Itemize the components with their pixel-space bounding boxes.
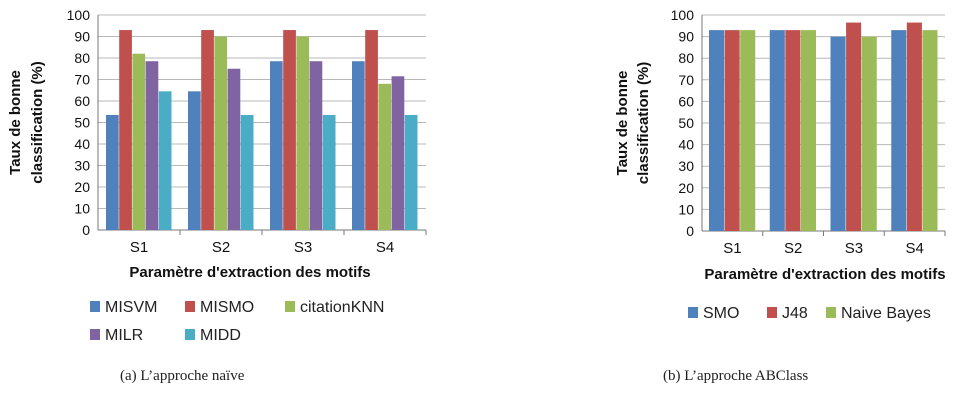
y-tick-label: 60 <box>74 93 90 109</box>
chart-a-caption: (a) L’approche naïve <box>120 368 245 384</box>
legend-swatch-milr <box>90 329 100 340</box>
y-axis-title-line2: classification (%) <box>635 62 652 185</box>
legend-label: MIDD <box>200 327 241 344</box>
y-tick-label: 90 <box>74 29 90 45</box>
chart-b-svg: 0 10 20 30 40 50 60 70 80 90 100 S1 S2 S3 S4 Taux de bo… <box>614 7 946 322</box>
bar-midd-s1 <box>158 91 172 230</box>
y-tick-label: 40 <box>74 136 90 152</box>
legend-label: MISMO <box>200 299 254 316</box>
bar-j48-s1 <box>724 30 740 232</box>
x-category-label: S3 <box>294 239 312 256</box>
y-tick-label: 0 <box>686 223 694 239</box>
bar-j48-s2 <box>785 30 801 232</box>
bar-naive-bayes-s2 <box>800 30 816 232</box>
y-axis-title-line1: Taux de bonne <box>614 71 631 176</box>
legend-swatch-midd <box>185 329 195 340</box>
x-category-label: S4 <box>905 240 923 257</box>
legend-label: MISVM <box>105 299 157 316</box>
x-category-label: S1 <box>723 240 741 257</box>
y-tick-label: 70 <box>678 72 694 88</box>
y-tick-label: 40 <box>678 137 694 153</box>
y-axis-title-line2: classification (%) <box>29 61 46 184</box>
bar-naive-bayes-s4 <box>922 30 938 232</box>
y-tick-label: 20 <box>678 180 694 196</box>
bar-misvm-s3 <box>270 61 283 230</box>
y-tick-label: 0 <box>82 222 90 238</box>
y-tick-label: 80 <box>74 50 90 66</box>
bar-naive-bayes-s1 <box>740 30 756 232</box>
y-tick-label: 60 <box>678 93 694 109</box>
bar-mismo-s4 <box>365 30 378 230</box>
bar-smo-s4 <box>891 30 907 232</box>
y-axis-title-line1: Taux de bonne <box>7 70 24 175</box>
bar-milr-s3 <box>309 61 323 230</box>
legend-swatch-misvm <box>90 301 100 312</box>
legend-label: Naive Bayes <box>841 305 931 322</box>
chart-abclass-approach: 0 10 20 30 40 50 60 70 80 90 100 S1 S2 S3 S4 Taux de bo… <box>600 0 959 394</box>
bar-smo-s2 <box>769 30 785 232</box>
x-category-label: S4 <box>376 239 394 256</box>
bar-midd-s3 <box>322 114 336 230</box>
y-tick-label: 100 <box>67 7 91 23</box>
legend-swatch-smo <box>688 307 698 318</box>
bar-smo-s1 <box>709 30 725 232</box>
x-category-label: S2 <box>212 239 230 256</box>
bar-citationknn-s4 <box>378 83 392 230</box>
y-tick-label: 10 <box>74 201 90 217</box>
x-category-label: S1 <box>130 239 148 256</box>
chart-naive-approach: 0 10 20 30 40 50 60 70 80 90 100 S1 S2 S3 S4 Taux de bo… <box>0 0 460 394</box>
y-tick-label: 20 <box>74 179 90 195</box>
bar-milr-s1 <box>145 61 159 230</box>
chart-a-svg: 0 10 20 30 40 50 60 70 80 90 100 S1 S2 S3 S4 Taux de bo… <box>7 7 427 344</box>
y-tick-label: 30 <box>678 158 694 174</box>
bar-milr-s4 <box>391 76 405 231</box>
y-tick-label: 100 <box>671 7 695 23</box>
bar-citationknn-s3 <box>296 36 310 230</box>
y-tick-label: 80 <box>678 50 694 66</box>
bar-mismo-s1 <box>119 30 132 230</box>
chart-b-caption: (b) L’approche ABClass <box>663 368 809 384</box>
bar-misvm-s4 <box>352 61 365 230</box>
y-tick-label: 70 <box>74 72 90 88</box>
bar-milr-s2 <box>227 68 241 230</box>
legend-swatch-citationknn <box>285 301 295 312</box>
legend-swatch-j48 <box>767 307 777 318</box>
legend-label: MILR <box>105 327 143 344</box>
bar-smo-s3 <box>830 36 846 231</box>
bar-misvm-s2 <box>188 91 201 230</box>
x-category-label: S3 <box>845 240 863 257</box>
bar-mismo-s3 <box>283 30 296 230</box>
bar-misvm-s1 <box>106 114 119 230</box>
legend-swatch-naive-bayes <box>826 307 836 318</box>
x-category-label: S2 <box>784 240 802 257</box>
y-tick-label: 50 <box>74 115 90 131</box>
legend-label: J48 <box>782 305 808 322</box>
bar-midd-s4 <box>404 114 418 230</box>
bar-midd-s2 <box>240 114 254 230</box>
bar-citationknn-s1 <box>132 53 146 231</box>
bar-mismo-s2 <box>201 30 214 230</box>
bar-citationknn-s2 <box>214 36 228 230</box>
y-tick-label: 50 <box>678 115 694 131</box>
legend-label: SMO <box>703 305 739 322</box>
y-tick-label: 10 <box>678 201 694 217</box>
legend-swatch-mismo <box>185 301 195 312</box>
legend-label: citationKNN <box>300 299 384 316</box>
bar-naive-bayes-s3 <box>861 36 877 231</box>
y-tick-label: 90 <box>678 29 694 45</box>
bar-j48-s3 <box>846 22 862 232</box>
x-axis-title: Paramètre d'extraction des motifs <box>129 264 370 281</box>
y-tick-label: 30 <box>74 158 90 174</box>
x-axis-title: Paramètre d'extraction des motifs <box>704 266 945 283</box>
bar-j48-s4 <box>906 22 922 232</box>
